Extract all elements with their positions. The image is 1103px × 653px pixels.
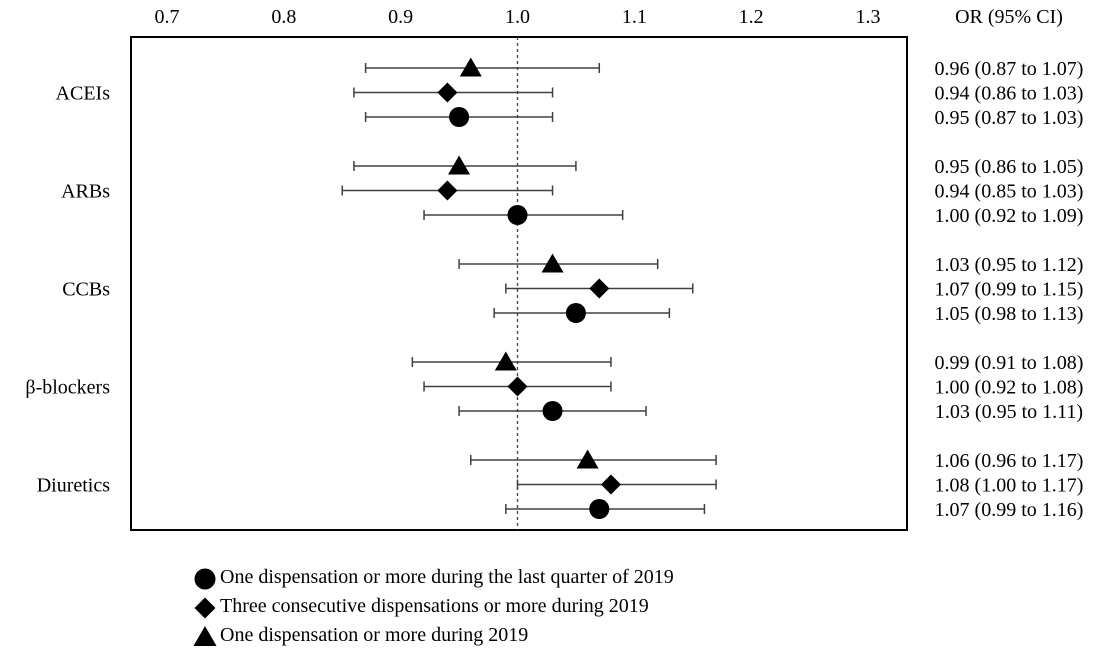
- circle-marker: [542, 401, 563, 421]
- ci-value-text: 1.03 (0.95 to 1.11): [935, 401, 1083, 423]
- estimate-row: 1.07 (0.99 to 1.16): [505, 499, 1084, 521]
- estimate-row: 1.03 (0.95 to 1.11): [458, 401, 1083, 423]
- x-tick-label: 1.3: [856, 6, 881, 28]
- estimate-row: 0.94 (0.86 to 1.03): [353, 82, 1084, 105]
- diamond-icon: [190, 594, 220, 620]
- ci-value-text: 1.06 (0.96 to 1.17): [935, 450, 1084, 472]
- estimate-row: 1.08 (1.00 to 1.17): [516, 474, 1084, 497]
- estimate-row: 0.95 (0.86 to 1.05): [353, 155, 1084, 178]
- triangle-marker: [541, 253, 564, 273]
- ci-value-text: 0.95 (0.87 to 1.03): [935, 107, 1084, 129]
- triangle-marker: [576, 449, 599, 469]
- triangle-marker: [459, 57, 482, 77]
- ci-value-text: 0.96 (0.87 to 1.07): [935, 58, 1084, 80]
- group-label: ARBs: [61, 181, 110, 203]
- circle-marker: [565, 303, 586, 323]
- estimate-row: 1.00 (0.92 to 1.09): [423, 205, 1084, 227]
- legend-item: One dispensation or more during the last…: [190, 563, 674, 592]
- diamond-marker: [437, 180, 458, 201]
- diamond-legend-marker: [194, 597, 216, 618]
- estimate-row: 1.06 (0.96 to 1.17): [470, 449, 1084, 472]
- ci-value-text: 1.00 (0.92 to 1.09): [935, 205, 1084, 227]
- x-tick-label: 1.1: [622, 6, 647, 28]
- legend-label: One dispensation or more during 2019: [220, 624, 529, 646]
- triangle-marker: [448, 155, 471, 175]
- ci-value-text: 1.07 (0.99 to 1.15): [935, 279, 1084, 301]
- triangle-legend-marker: [193, 625, 217, 646]
- estimate-row: 1.07 (0.99 to 1.15): [505, 278, 1084, 301]
- group-labels: ACEIs ARBs CCBs β-blockers Diuretics: [25, 83, 110, 497]
- circle-legend-marker: [194, 568, 216, 589]
- estimate-row: 0.96 (0.87 to 1.07): [364, 57, 1084, 80]
- estimate-row: 1.03 (0.95 to 1.12): [458, 253, 1084, 276]
- ci-value-text: 0.94 (0.85 to 1.03): [935, 181, 1084, 203]
- group-label: ACEIs: [56, 83, 111, 105]
- ci-value-text: 0.99 (0.91 to 1.08): [935, 352, 1084, 374]
- estimate-row: 0.99 (0.91 to 1.08): [411, 351, 1084, 374]
- triangle-marker: [494, 351, 517, 371]
- ci-value-text: 1.08 (1.00 to 1.17): [935, 475, 1084, 497]
- ci-whisker: [364, 63, 601, 73]
- estimate-row: 1.05 (0.98 to 1.13): [493, 303, 1084, 325]
- group-label: β-blockers: [25, 377, 110, 399]
- forest-plot: 0.7 0.8 0.9 1.0 1.1 1.2 1.3 OR (95% CI) ACEIsA…: [25, 6, 1084, 531]
- group-label: Diuretics: [37, 475, 111, 497]
- ci-value-text: 1.03 (0.95 to 1.12): [935, 254, 1084, 276]
- x-tick-label: 0.7: [155, 6, 180, 28]
- estimate-row: 0.95 (0.87 to 1.03): [364, 107, 1084, 129]
- diamond-marker: [507, 376, 528, 397]
- ci-header: OR (95% CI): [955, 6, 1063, 28]
- diamond-marker: [437, 82, 458, 103]
- legend: One dispensation or more during the last…: [190, 563, 674, 650]
- circle-marker: [449, 107, 470, 127]
- circle-icon: [190, 565, 220, 591]
- legend-label: One dispensation or more during the last…: [220, 566, 674, 588]
- ci-value-text: 0.95 (0.86 to 1.05): [935, 156, 1084, 178]
- diamond-marker: [600, 474, 621, 495]
- legend-item: Three consecutive dispensations or more …: [190, 592, 674, 621]
- ci-value-text: 1.05 (0.98 to 1.13): [935, 303, 1084, 325]
- x-tick-label: 0.8: [271, 6, 296, 28]
- legend-label: Three consecutive dispensations or more …: [220, 595, 649, 617]
- ci-value-text: 1.00 (0.92 to 1.08): [935, 377, 1084, 399]
- x-tick-label: 0.9: [388, 6, 413, 28]
- estimate-row: 1.00 (0.92 to 1.08): [423, 376, 1084, 399]
- circle-marker: [589, 499, 610, 519]
- legend-item: One dispensation or more during 2019: [190, 621, 674, 650]
- estimate-rows: 0.96 (0.87 to 1.07)0.94 (0.86 to 1.03)0.…: [341, 57, 1084, 521]
- estimate-row: 0.94 (0.85 to 1.03): [341, 180, 1084, 203]
- x-tick-label: 1.2: [739, 6, 764, 28]
- circle-marker: [507, 205, 528, 225]
- x-tick-label: 1.0: [505, 6, 530, 28]
- diamond-marker: [589, 278, 610, 299]
- ci-value-text: 0.94 (0.86 to 1.03): [935, 83, 1084, 105]
- group-label: CCBs: [62, 279, 110, 301]
- triangle-icon: [190, 623, 220, 649]
- x-axis-ticks: 0.7 0.8 0.9 1.0 1.1 1.2 1.3: [155, 6, 881, 28]
- plot-frame: [130, 36, 908, 531]
- ci-value-text: 1.07 (0.99 to 1.16): [935, 499, 1084, 521]
